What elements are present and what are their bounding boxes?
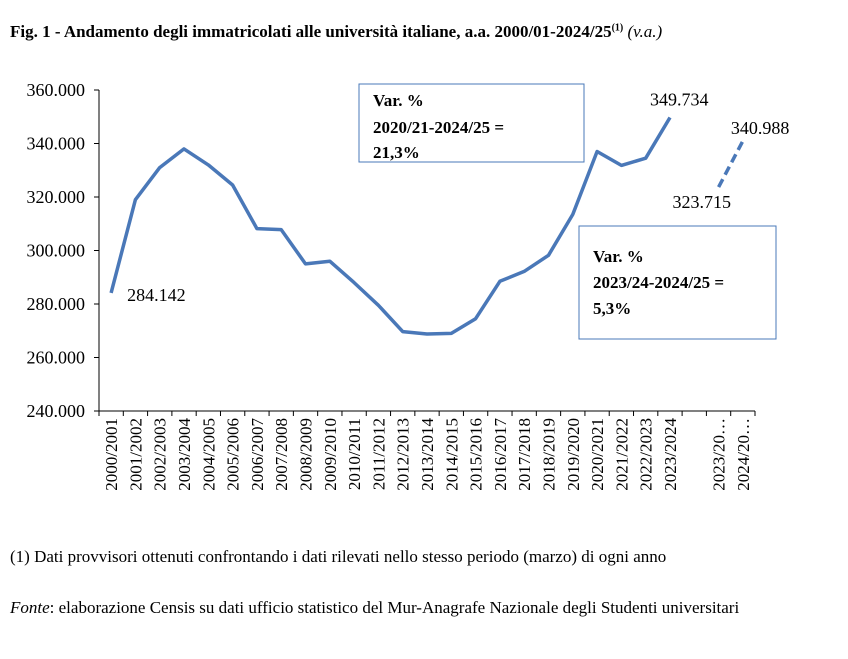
x-tick-label: 2017/2018 xyxy=(515,418,534,491)
x-tick-label: 2019/2020 xyxy=(564,418,583,491)
x-tick-label: 2013/2014 xyxy=(418,418,437,491)
y-tick-label: 260.000 xyxy=(27,348,86,368)
x-tick-label: 2005/2006 xyxy=(224,418,243,491)
x-tick-label: 2011/2012 xyxy=(369,418,388,490)
figure-title-text: Fig. 1 - Andamento degli immatricolati a… xyxy=(10,22,612,41)
x-tick-label: 2016/2017 xyxy=(491,418,510,491)
y-tick-label: 360.000 xyxy=(27,80,86,100)
x-tick-label: 2003/2004 xyxy=(175,418,194,491)
x-tick-label: 2020/2021 xyxy=(588,418,607,491)
x-tick-label: 2001/2002 xyxy=(126,418,145,491)
x-axis-ticks: 2000/2001 2001/2002 2002/2003 2003/2004 2004… xyxy=(98,411,756,491)
y-tick-label: 240.000 xyxy=(27,401,86,421)
callout-line: Var. % xyxy=(593,247,644,266)
x-tick-label: 2008/2009 xyxy=(297,418,316,491)
figure-title-note-marker: (1) xyxy=(611,22,624,34)
y-tick-label: 320.000 xyxy=(27,187,86,207)
x-tick-label: 2018/2019 xyxy=(539,418,558,491)
x-tick-label: 2007/2008 xyxy=(272,418,291,491)
series-line-dashed xyxy=(717,140,745,188)
figure-title: Fig. 1 - Andamento degli immatricolati a… xyxy=(10,22,662,42)
x-tick-label: 2002/2003 xyxy=(151,418,170,491)
source-label: Fonte xyxy=(10,598,50,617)
callout-line: 21,3% xyxy=(373,143,420,162)
figure-title-unit: (v.a.) xyxy=(627,22,663,41)
y-axis-ticks: 240.000 260.000 280.000 300.000 320.000 340.0… xyxy=(27,80,99,421)
x-tick-label: 2021/2022 xyxy=(612,418,631,491)
callout-line: 5,3% xyxy=(593,299,631,318)
series-line-solid xyxy=(109,116,672,336)
callout-line: Var. % xyxy=(373,91,424,110)
variation-callout-2023-2024: Var. % 2023/24-2024/25 = 5,3% xyxy=(578,225,777,340)
x-tick-label: 2004/2005 xyxy=(199,418,218,491)
source-text: : elaborazione Censis su dati ufficio st… xyxy=(49,598,740,617)
variation-callout-2020-2024: Var. % 2020/21-2024/25 = 21,3% xyxy=(358,83,585,163)
x-tick-label: 2009/2010 xyxy=(321,418,340,491)
y-tick-label: 280.000 xyxy=(27,294,86,314)
x-tick-label: 2015/2016 xyxy=(467,418,486,491)
dashed-end-value-label: 340.988 xyxy=(731,118,790,138)
x-tick-label: 2023/2024 xyxy=(661,418,680,491)
x-tick-label: 2022/2023 xyxy=(637,418,656,491)
x-tick-label: 2014/2015 xyxy=(442,418,461,491)
series-layer xyxy=(109,116,745,336)
x-tick-label: 2010/2011 xyxy=(345,418,364,490)
dashed-start-value-label: 323.715 xyxy=(673,192,732,212)
footnote: (1) Dati provvisori ottenuti confrontand… xyxy=(10,547,667,566)
y-tick-label: 300.000 xyxy=(27,241,86,261)
callout-box xyxy=(358,83,585,163)
callout-box xyxy=(578,225,777,340)
x-tick-label: 2023/20… xyxy=(710,418,729,491)
y-tick-label: 340.000 xyxy=(27,134,86,154)
line-chart: 240.000 260.000 280.000 300.000 320.000 340.0… xyxy=(27,80,790,491)
value-labels: 284.142 349.734 323.715 340.988 xyxy=(127,89,789,304)
callout-line: 2023/24-2024/25 = xyxy=(593,273,724,292)
x-tick-label: 2000/2001 xyxy=(102,418,121,491)
x-tick-label: 2024/20… xyxy=(734,418,753,491)
x-tick-label: 2012/2013 xyxy=(394,418,413,491)
source-note: Fonte: elaborazione Censis su dati uffic… xyxy=(10,596,800,619)
x-tick-label: 2006/2007 xyxy=(248,418,267,491)
start-value-label: 284.142 xyxy=(127,285,186,305)
peak-value-label: 349.734 xyxy=(650,89,709,109)
callout-line: 2020/21-2024/25 = xyxy=(373,118,504,137)
